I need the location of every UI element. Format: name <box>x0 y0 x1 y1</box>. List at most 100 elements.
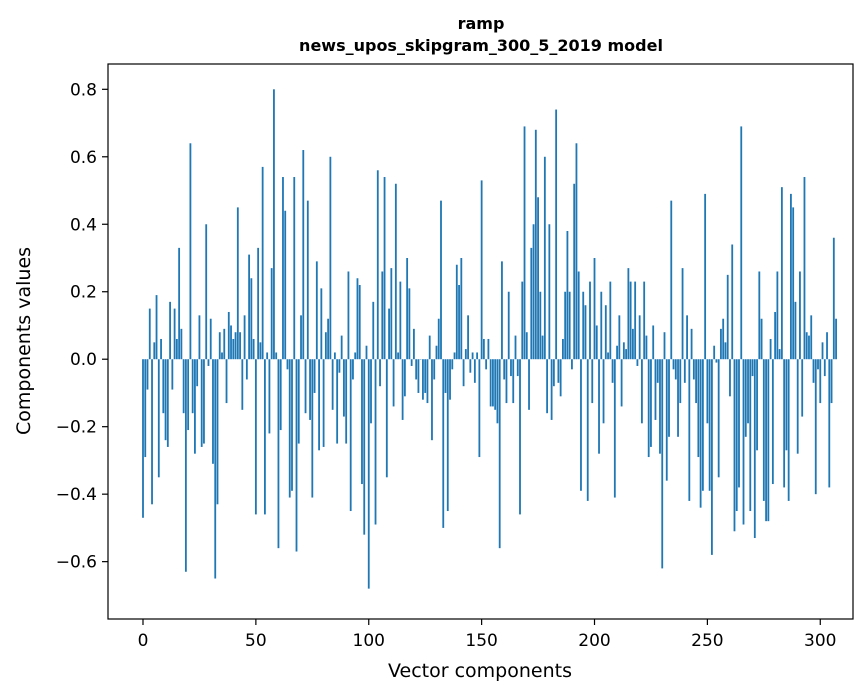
bar-42 <box>236 207 239 360</box>
x-tick-label: 250 <box>691 631 723 651</box>
bar-268 <box>747 359 749 424</box>
bar-37 <box>225 359 228 404</box>
bar-44 <box>241 359 244 410</box>
bar-151 <box>482 338 485 360</box>
bar-25 <box>198 315 201 360</box>
bar-237 <box>677 359 679 437</box>
bar-96 <box>358 284 361 360</box>
bar-239 <box>681 268 684 360</box>
bar-84 <box>331 359 334 410</box>
bar-170 <box>525 332 528 360</box>
bar-15 <box>175 338 178 360</box>
bar-45 <box>243 315 246 360</box>
bar-280 <box>774 311 777 360</box>
bar-139 <box>455 264 458 360</box>
bar-112 <box>394 183 397 360</box>
bar-41 <box>234 332 237 360</box>
bar-39 <box>230 325 232 360</box>
bar-200 <box>593 258 596 360</box>
bar-198 <box>589 281 591 360</box>
bar-32 <box>214 359 217 579</box>
bar-1 <box>144 359 147 458</box>
bar-107 <box>383 177 386 360</box>
bar-72 <box>304 359 307 414</box>
bar-282 <box>778 349 781 360</box>
bar-254 <box>715 359 718 363</box>
bar-187 <box>564 291 567 360</box>
bar-228 <box>656 359 659 383</box>
bar-124 <box>422 359 424 400</box>
bar-289 <box>794 301 797 360</box>
bar-208 <box>611 359 614 383</box>
bar-92 <box>349 359 352 512</box>
bar-90 <box>345 359 348 444</box>
bar-265 <box>740 126 743 360</box>
bar-294 <box>805 332 808 360</box>
bar-152 <box>485 359 488 370</box>
bar-58 <box>273 89 275 360</box>
bar-212 <box>620 359 623 407</box>
bar-14 <box>173 308 176 360</box>
bar-43 <box>239 332 241 360</box>
bar-278 <box>769 338 772 360</box>
bar-74 <box>309 359 311 420</box>
bar-158 <box>498 359 501 549</box>
bar-122 <box>417 359 420 393</box>
bar-286 <box>787 359 790 501</box>
bar-206 <box>607 352 609 360</box>
bar-238 <box>679 359 682 404</box>
bar-128 <box>431 359 433 441</box>
bar-86 <box>336 359 339 444</box>
bar-162 <box>507 291 510 360</box>
bar-97 <box>361 359 363 485</box>
bar-306 <box>832 237 835 360</box>
bar-224 <box>647 359 650 458</box>
bar-2 <box>146 359 149 390</box>
chart-title: ramp <box>458 14 505 33</box>
bar-89 <box>343 359 345 417</box>
bar-223 <box>645 335 648 360</box>
bar-133 <box>442 359 445 528</box>
x-axis-label: Vector components <box>388 660 572 682</box>
bar-78 <box>318 359 320 451</box>
bar-47 <box>248 254 251 360</box>
bar-21 <box>189 143 192 360</box>
bar-218 <box>634 281 637 360</box>
bar-293 <box>803 177 806 360</box>
bar-281 <box>776 271 779 360</box>
bar-118 <box>408 288 411 360</box>
bar-119 <box>410 359 413 366</box>
bar-285 <box>785 359 788 451</box>
bar-175 <box>537 197 539 360</box>
y-axis-ticks: −0.6 −0.4 −0.2 0.0 0.2 0.4 0.6 0.8 <box>56 80 108 573</box>
x-tick-label: 150 <box>465 631 497 651</box>
bar-6 <box>155 295 158 360</box>
bar-291 <box>799 271 801 360</box>
bar-114 <box>399 281 402 360</box>
bar-60 <box>277 359 280 549</box>
bar-144 <box>467 315 469 360</box>
bar-67 <box>293 177 296 360</box>
bar-274 <box>760 318 763 360</box>
bar-233 <box>668 359 670 437</box>
bar-210 <box>616 345 618 360</box>
x-tick-label: 50 <box>245 631 267 651</box>
bar-283 <box>780 187 783 360</box>
bar-76 <box>313 359 316 393</box>
bar-256 <box>720 328 722 360</box>
bar-168 <box>521 281 524 360</box>
bar-211 <box>618 315 621 360</box>
bar-292 <box>801 359 804 417</box>
bar-217 <box>631 328 634 360</box>
bar-91 <box>347 271 350 360</box>
bar-257 <box>722 318 725 360</box>
bar-304 <box>828 359 831 488</box>
bar-105 <box>379 359 381 387</box>
bar-57 <box>270 268 273 360</box>
bar-235 <box>672 359 675 370</box>
bar-230 <box>661 359 664 569</box>
bar-163 <box>510 359 512 377</box>
bar-219 <box>636 359 639 366</box>
bar-305 <box>830 359 833 404</box>
